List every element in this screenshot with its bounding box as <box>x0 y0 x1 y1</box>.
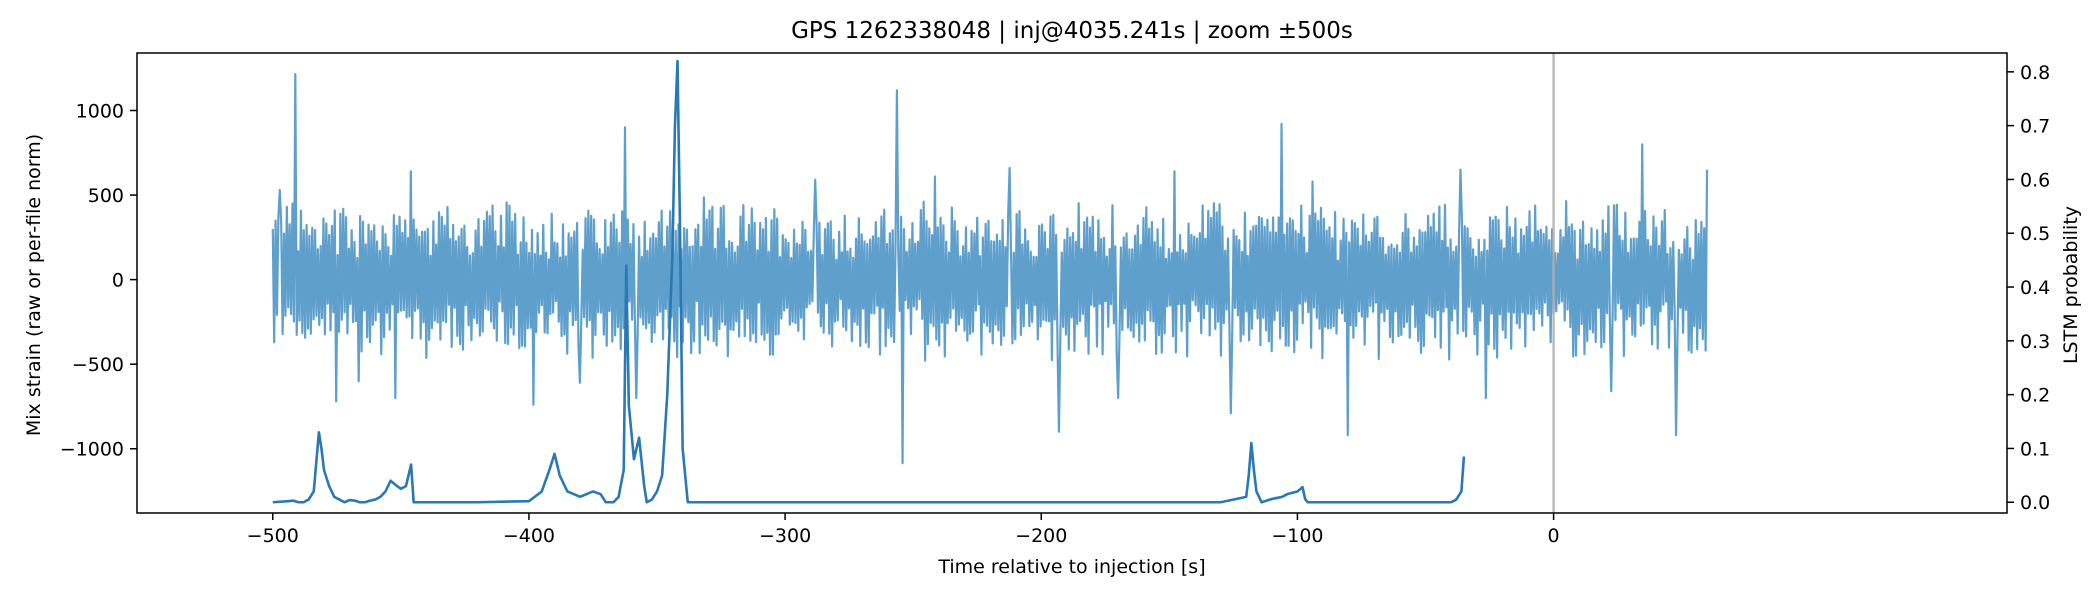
x-tick-label: 0 <box>1548 525 1560 547</box>
strain-line <box>271 73 1709 465</box>
y-right-tick-label: 0.0 <box>2020 492 2050 514</box>
x-tick-label: −400 <box>503 525 555 547</box>
y-left-tick-label: 1000 <box>76 101 124 123</box>
x-axis: −500 −400 −300 −200 −100 0 <box>247 513 1560 547</box>
x-axis-title: Time relative to injection [s] <box>937 556 1205 578</box>
y-right-tick-label: 0.3 <box>2020 331 2050 353</box>
y-axis-left: −1000 −500 0 500 1000 <box>60 101 137 461</box>
x-tick-label: −100 <box>1271 525 1323 547</box>
y-left-tick-label: 0 <box>112 270 124 292</box>
y-right-tick-label: 0.7 <box>2020 116 2050 138</box>
y-right-tick-label: 0.4 <box>2020 277 2050 299</box>
y-right-tick-label: 0.5 <box>2020 223 2050 245</box>
chart-title: GPS 1262338048 | inj@4035.241s | zoom ±5… <box>791 18 1353 44</box>
x-tick-label: −300 <box>759 525 811 547</box>
x-tick-label: −200 <box>1015 525 1067 547</box>
y-axis-left-title: Mix strain (raw or per-file norm) <box>23 134 45 436</box>
y-right-tick-label: 0.6 <box>2020 169 2050 191</box>
y-left-tick-label: −1000 <box>60 439 124 461</box>
y-right-tick-label: 0.8 <box>2020 62 2050 84</box>
probability-line <box>272 59 1466 504</box>
plot-frame <box>136 52 2008 514</box>
y-left-tick-label: 500 <box>88 185 124 207</box>
x-tick-label: −500 <box>247 525 299 547</box>
probability-series <box>272 59 1466 504</box>
y-right-tick-label: 0.1 <box>2020 438 2050 460</box>
y-axis-right: 0.0 0.1 0.2 0.3 0.4 0.5 0.6 0.7 0.8 <box>2007 62 2050 514</box>
y-left-tick-label: −500 <box>72 354 124 376</box>
y-right-tick-label: 0.2 <box>2020 385 2050 407</box>
strain-series <box>271 73 1709 465</box>
y-axis-right-title: LSTM probability <box>2060 206 2082 364</box>
